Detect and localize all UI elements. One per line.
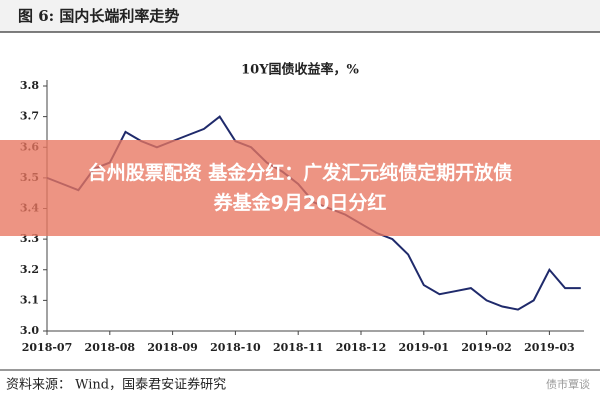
y-tick-label: 3.0 — [20, 324, 39, 337]
x-tick-label: 2019-02 — [461, 341, 512, 354]
header-title: 图 6: 国内长端利率走势 — [18, 7, 179, 25]
x-tick-label: 2018-09 — [147, 341, 198, 354]
banner-line: 券基金9月20日分红 — [213, 192, 387, 214]
header-band — [0, 0, 600, 32]
x-tick-label: 2018-12 — [336, 341, 387, 354]
x-tick-label: 2018-08 — [85, 341, 136, 354]
y-tick-label: 3.8 — [20, 79, 39, 92]
x-tick-label: 2018-07 — [22, 341, 73, 354]
x-tick-label: 2018-11 — [273, 341, 324, 354]
y-tick-label: 3.1 — [20, 293, 39, 306]
x-tick-label: 2019-01 — [399, 341, 450, 354]
banner-line: 台州股票配资 基金分红：广发汇元纯债定期开放债 — [87, 162, 513, 184]
x-tick-label: 2018-10 — [210, 341, 261, 354]
overlay-banner: 台州股票配资 基金分红：广发汇元纯债定期开放债 券基金9月20日分红 — [0, 140, 600, 236]
watermark: 债市覃谈 — [546, 377, 590, 391]
y-tick-label: 3.2 — [20, 263, 39, 276]
x-tick-label: 2019-03 — [524, 341, 575, 354]
y-tick-label: 3.7 — [20, 110, 39, 123]
chart-title: 10Y国债收益率，% — [241, 62, 359, 78]
source: 资料来源： Wind，国泰君安证券研究 — [6, 377, 226, 393]
